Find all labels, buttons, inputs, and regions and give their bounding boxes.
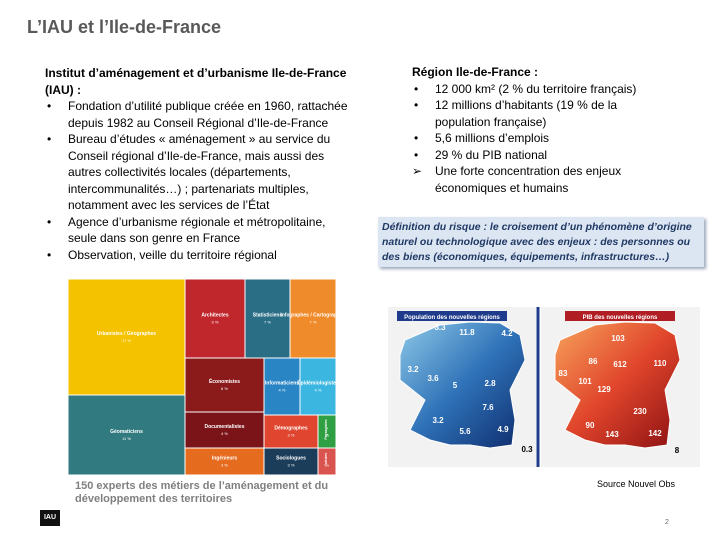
caption: 150 experts des métiers de l’aménagement… — [75, 480, 329, 505]
bullet: 12 millions d’habitants (19 % de la popu… — [412, 97, 672, 130]
bullet: Une forte concentration des enjeux écono… — [412, 163, 672, 196]
tile-share: 1 % — [325, 465, 330, 468]
tile-share: 3 % — [288, 433, 295, 438]
source: Source Nouvel Obs — [597, 479, 676, 489]
france-map — [554, 321, 681, 449]
map-value: 143 — [605, 430, 619, 439]
map-value: 4.2 — [501, 329, 513, 338]
tile-share: 17 % — [122, 338, 132, 343]
iau-block: Institut d’aménagement et d’urbanisme Il… — [45, 65, 355, 263]
bullet: 29 % du PIB national — [412, 147, 672, 164]
map-value: 86 — [589, 357, 598, 366]
tile-label: Géomaticiens — [110, 429, 143, 435]
tile-label: Informaticiens — [265, 381, 299, 387]
bullet: Agence d’urbanisme régionale et métropol… — [45, 214, 355, 247]
map-value: 3.6 — [427, 374, 439, 383]
tile-share: 4 % — [279, 388, 286, 393]
map-title: Population des nouvelles régions — [404, 315, 500, 321]
treemap-tile — [263, 447, 319, 476]
tile-label: Statisticiens — [253, 313, 283, 319]
map-value: 90 — [586, 421, 595, 430]
tile-share: 4 % — [221, 431, 228, 436]
bullet: 12 000 km² (2 % du territoire français) — [412, 81, 672, 98]
tile-share: 7 % — [264, 320, 271, 325]
tile-share: 7 % — [310, 320, 317, 325]
map-value: 612 — [613, 360, 627, 369]
map-value: 5 — [453, 381, 458, 390]
map-value: 4.9 — [497, 425, 509, 434]
bullet: Fondation d’utilité publique créée en 19… — [45, 98, 355, 131]
bullet: Bureau d’études « aménagement » au servi… — [45, 131, 355, 214]
tile-label: Documentalistes — [204, 424, 244, 430]
treemap-tile — [244, 278, 291, 359]
map-value: 8 — [675, 446, 680, 455]
treemap-tile — [184, 447, 265, 476]
tile-share: 4 % — [315, 388, 322, 393]
tile-label: Sociologues — [276, 456, 306, 462]
treemap-tile — [317, 447, 337, 476]
tile-label: Infographes / Cartographes — [280, 313, 346, 319]
treemap-tile — [67, 394, 186, 476]
tile-label: Économistes — [209, 377, 240, 385]
tile-share: 11 % — [122, 436, 131, 441]
definition-box: Définition du risque : le croisement d’u… — [378, 217, 704, 267]
map-value: 7.6 — [482, 403, 494, 412]
map-title: PIB des nouvelles régions — [583, 315, 658, 321]
bullet: Observation, veille du territoire région… — [45, 247, 355, 264]
map-value: 142 — [648, 429, 662, 438]
slide-title: L’IAU et l’Ile-de-France — [27, 17, 222, 37]
heading: Institut d’aménagement et d’urbanisme Il… — [45, 66, 347, 97]
map-value: 103 — [611, 334, 625, 343]
map-title-band — [565, 311, 675, 321]
tile-label: Ingénieurs — [212, 456, 238, 462]
map-value: 0.3 — [521, 445, 533, 454]
region-block: Région Ile-de-France : 12 000 km² (2 % d… — [412, 64, 672, 196]
tile-share: 6 % — [221, 386, 228, 391]
map-value: 101 — [578, 377, 592, 386]
tile-label: Paysagistes — [324, 419, 328, 439]
map-value: 129 — [597, 385, 611, 394]
map-value: 230 — [633, 407, 647, 416]
tile-share: 9 % — [212, 320, 219, 325]
map-title-band — [397, 311, 507, 321]
tile-share: 1 % — [325, 435, 330, 438]
treemap-tile — [263, 357, 301, 416]
tile-label: Urbanistes / Géographes — [97, 331, 156, 337]
treemap-tile — [299, 357, 337, 416]
map-value: 3.2 — [432, 416, 444, 425]
tile-label: Épidémiologistes — [297, 379, 339, 387]
treemap-tile — [184, 357, 265, 413]
map-value: 11.8 — [459, 328, 475, 337]
tile-share: 3 % — [221, 463, 228, 468]
logo: IAU — [40, 510, 60, 526]
bullet-list: 12 000 km² (2 % du territoire français)1… — [412, 81, 672, 197]
map-value: 3.3 — [434, 323, 446, 332]
map-value: 2.8 — [484, 379, 496, 388]
treemap-tile — [67, 278, 186, 396]
treemap-tile — [263, 414, 319, 449]
treemap-tile — [184, 278, 246, 359]
tile-label: Architectes — [201, 313, 228, 319]
map-value: 5.6 — [459, 427, 471, 436]
page-number: 2 — [665, 519, 669, 526]
tile-label: Démographes — [274, 426, 308, 432]
map-value: 110 — [654, 359, 667, 368]
map-value: 3.2 — [407, 365, 419, 374]
treemap-tile — [289, 278, 337, 359]
bullet-list: Fondation d’utilité publique créée en 19… — [45, 98, 355, 263]
tile-label: Juristes — [324, 453, 328, 466]
map-value: 83 — [559, 369, 568, 378]
heading: Région Ile-de-France : — [412, 65, 539, 79]
treemap-tile — [184, 411, 265, 449]
bullet: 5,6 millions d’emplois — [412, 130, 672, 147]
france-map — [399, 321, 526, 449]
tile-share: 3 % — [288, 463, 295, 468]
